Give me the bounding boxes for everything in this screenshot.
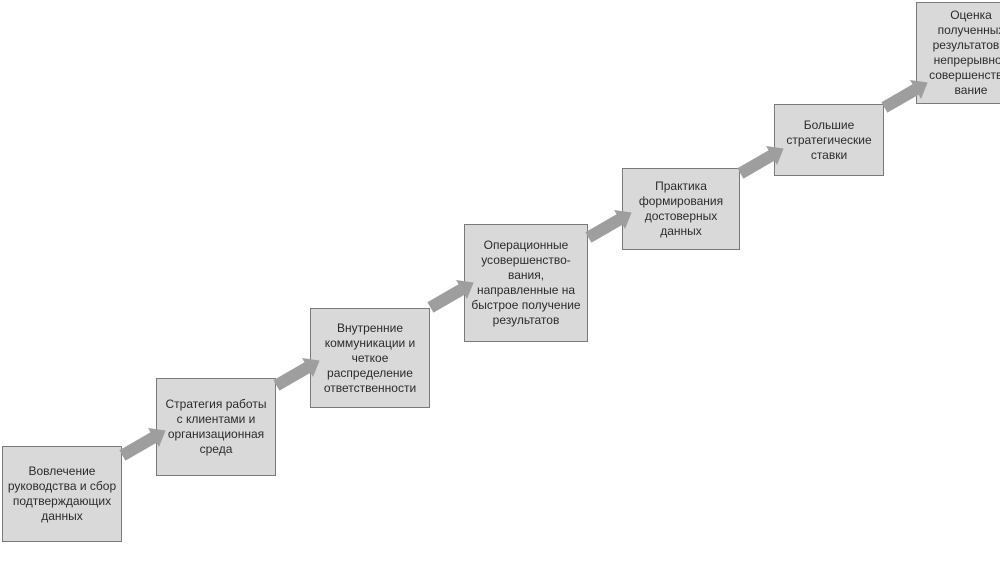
flowchart-node: Вовлечение руководства и сбор подтвержда… <box>2 446 122 542</box>
flowchart-node-label: Операционные усовершенство­вания, направ… <box>469 238 583 328</box>
flowchart-node-label: Вовлечение руководства и сбор подтвержда… <box>7 464 117 524</box>
flowchart-node: Большие стратегические ставки <box>774 104 884 176</box>
flowchart-node-label: Стратегия работы с клиен­тами и органи­з… <box>161 397 271 457</box>
flowchart-node-label: Внутренние коммуникации и четкое распред… <box>315 321 425 396</box>
arrow-icon <box>735 139 789 183</box>
arrow-icon <box>879 73 933 117</box>
flowchart-node-label: Большие стратегические ставки <box>779 118 879 163</box>
flowchart-node: Операционные усовершенство­вания, направ… <box>464 224 588 342</box>
flowchart-node-label: Практика формирования достоверных данных <box>627 179 735 239</box>
flowchart-node: Внутренние коммуникации и четкое распред… <box>310 308 430 408</box>
flowchart-node: Практика формирования достоверных данных <box>622 168 740 250</box>
flowchart-node: Стратегия работы с клиен­тами и органи­з… <box>156 378 276 476</box>
flowchart-node-label: Оценка полученных результатов и непрерыв… <box>921 8 1000 98</box>
